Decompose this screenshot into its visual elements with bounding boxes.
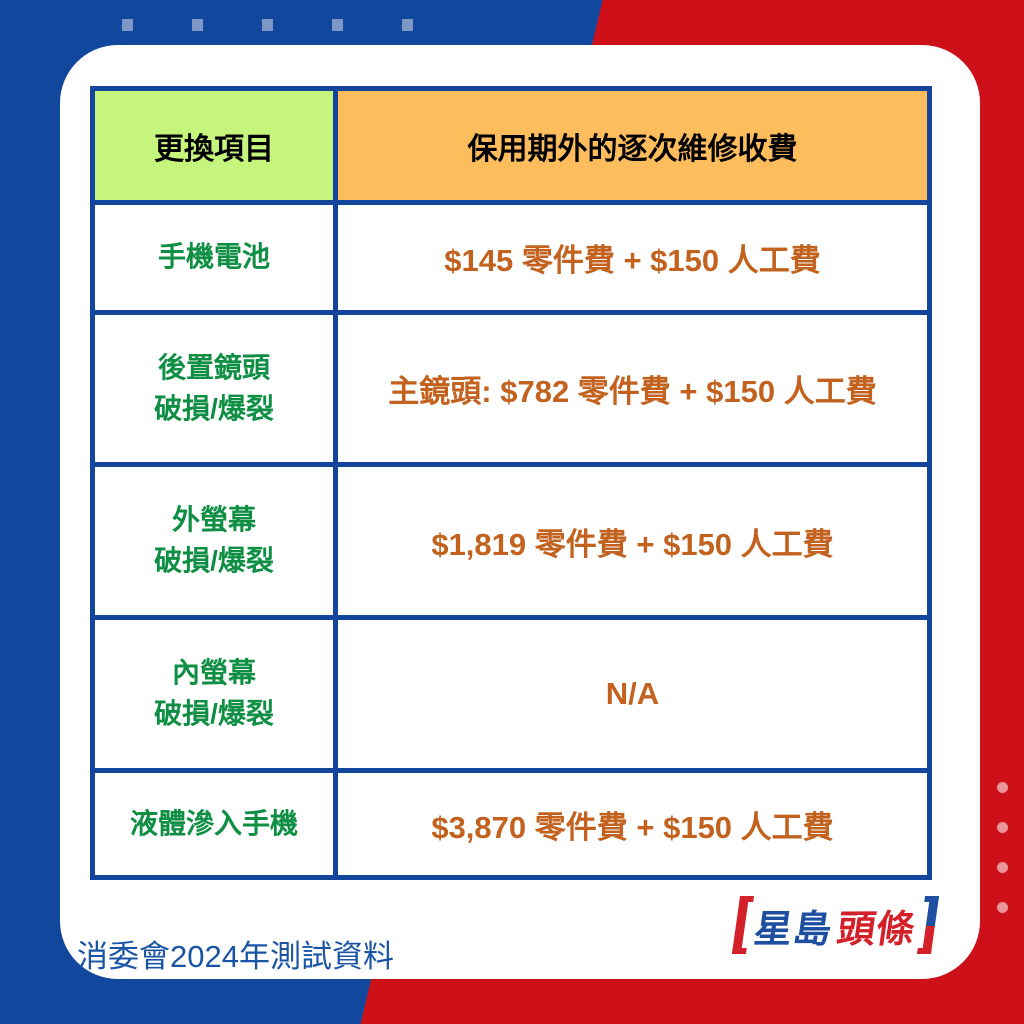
logo-text-red: 頭條	[834, 908, 919, 951]
decor-dot	[997, 822, 1008, 833]
repair-fee-table: 更換項目 保用期外的逐次維修收費 手機電池 $145 零件費 + $150 人工…	[90, 86, 932, 880]
fee-cell: $1,819 零件費 + $150 人工費	[338, 467, 927, 615]
item-cell: 內螢幕 破損/爆裂	[95, 620, 333, 768]
logo-left-bracket-icon	[732, 896, 754, 954]
decor-square	[192, 19, 203, 31]
header-cell-fee: 保用期外的逐次維修收費	[338, 91, 927, 200]
decor-dot	[997, 902, 1008, 913]
decor-square	[262, 19, 273, 31]
decor-dot	[997, 782, 1008, 793]
fee-cell: N/A	[338, 620, 927, 768]
item-cell: 外螢幕 破損/爆裂	[95, 467, 333, 615]
decor-dot	[997, 862, 1008, 873]
fee-cell: $3,870 零件費 + $150 人工費	[338, 773, 927, 875]
header-cell-item: 更換項目	[95, 91, 333, 200]
logo-right-bracket-icon	[917, 896, 939, 954]
singtao-headline-logo: 星島 頭條	[732, 894, 940, 956]
item-cell: 手機電池	[95, 205, 333, 310]
decor-square	[122, 19, 133, 31]
item-cell: 後置鏡頭 破損/爆裂	[95, 315, 333, 462]
decor-dots	[997, 782, 1008, 913]
decor-square	[332, 19, 343, 31]
fee-cell: 主鏡頭: $782 零件費 + $150 人工費	[338, 315, 927, 462]
source-note: 消委會2024年測試資料	[77, 939, 394, 974]
decor-squares	[122, 19, 413, 31]
decor-square	[402, 19, 413, 31]
fee-cell: $145 零件費 + $150 人工費	[338, 205, 927, 310]
logo-text-blue: 星島	[751, 908, 836, 951]
content-card: 更換項目 保用期外的逐次維修收費 手機電池 $145 零件費 + $150 人工…	[60, 45, 980, 979]
item-cell: 液體滲入手機	[95, 773, 333, 875]
